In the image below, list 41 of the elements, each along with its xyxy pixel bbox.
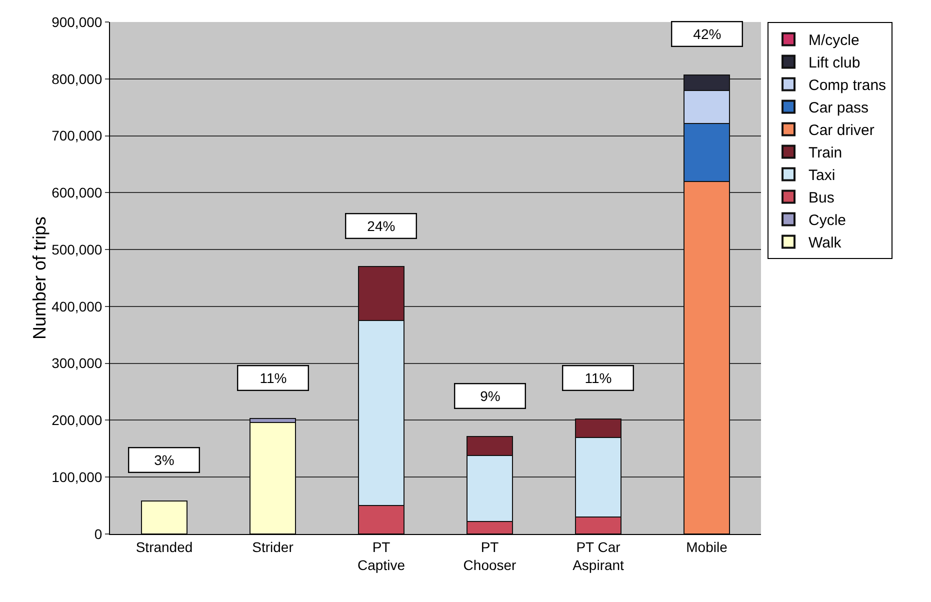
legend-label: M/cycle [808,32,860,50]
bar [249,422,296,534]
y-tick-label: 500,000 [52,241,102,258]
y-tick-label: 700,000 [52,128,102,144]
y-tick-label: 400,000 [52,298,102,314]
text-box: 11% [562,365,634,391]
annotation: 24% [367,218,396,234]
annotation: 42% [693,26,722,42]
text-box: 9% [454,383,526,409]
legend-label: Walk [808,234,842,252]
text-box: 42% [671,21,743,47]
annotation: 3% [154,452,174,468]
annotation: 11% [584,370,612,386]
text-box: 3% [128,447,200,473]
y-tick-label: 900,000 [52,14,102,30]
y-tick-label: 0 [94,526,102,542]
legend-label: Taxi [808,167,836,184]
bar [140,500,188,534]
y-tick-label: 200,000 [52,412,102,428]
legend-label: Train [808,144,842,162]
x-tick-label: Strider [252,538,294,555]
y-tick-label: 600,000 [52,184,102,201]
y-tick-label: 300,000 [52,355,102,372]
y-tick-label: 800,000 [52,70,102,87]
legend-label: Car driver [808,122,874,140]
x-tick-label: Mobile [686,538,728,555]
x-tick-label: PT Car Aspirant [572,538,624,573]
x-tick-label: PT Captive [358,538,406,573]
legend-label: Bus [808,190,834,207]
x-tick-label: Stranded [136,538,193,555]
x-tick-label: PT Chooser [463,538,517,573]
annotation: 11% [260,370,287,386]
annotation: 9% [480,388,500,404]
legend-label: Cycle [808,212,846,230]
legend-label: Comp trans [808,77,886,94]
y-axis-title: Number of trips [30,216,50,340]
text-box: 24% [345,213,417,239]
legend-label: Lift club [808,54,860,72]
text-box: 11% [237,365,309,391]
legend-label: Car pass [808,100,869,117]
y-tick-label: 100,000 [52,469,102,486]
